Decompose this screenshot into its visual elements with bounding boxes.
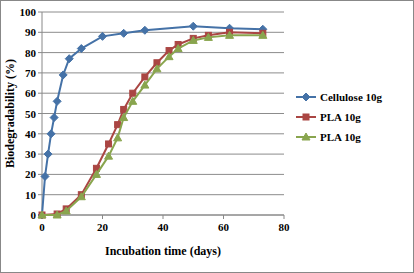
data-point <box>41 172 49 180</box>
data-point <box>115 122 121 128</box>
y-axis <box>42 12 43 215</box>
data-point <box>65 55 73 63</box>
y-tick-label: 90 <box>25 26 37 38</box>
data-point <box>47 130 55 138</box>
grid-line <box>42 154 284 155</box>
data-point <box>130 90 136 96</box>
x-tick-label: 40 <box>158 221 170 233</box>
data-point <box>62 207 70 214</box>
data-point <box>204 33 212 40</box>
data-point <box>38 211 46 219</box>
data-point <box>77 45 85 53</box>
grid-line <box>42 12 284 13</box>
data-point <box>50 114 58 122</box>
x-tick <box>223 215 224 219</box>
data-point <box>39 212 45 218</box>
y-tick <box>38 113 42 114</box>
data-point <box>106 141 112 147</box>
y-tick <box>38 12 42 13</box>
y-tick <box>38 133 42 134</box>
grid-line <box>42 174 284 175</box>
x-tick <box>102 215 103 219</box>
data-point <box>53 211 61 218</box>
y-tick-label: 50 <box>25 108 37 120</box>
series-line <box>42 32 263 215</box>
grid-line <box>42 72 284 73</box>
x-axis <box>42 215 284 216</box>
data-point <box>59 71 67 79</box>
y-tick-label: 20 <box>25 168 37 180</box>
x-tick <box>284 215 285 219</box>
data-point <box>174 45 182 52</box>
x-tick-label: 0 <box>39 221 45 233</box>
series-line <box>42 35 263 215</box>
data-point <box>38 211 46 218</box>
data-point <box>105 152 113 159</box>
y-tick-label: 40 <box>25 128 37 140</box>
grid-line <box>42 93 284 94</box>
chart-border <box>1 1 414 273</box>
data-point <box>44 150 52 158</box>
y-tick <box>38 72 42 73</box>
y-tick-label: 0 <box>31 209 37 221</box>
y-tick-label: 30 <box>25 148 37 160</box>
plot-area <box>38 22 267 219</box>
x-tick-label: 80 <box>279 221 291 233</box>
data-point <box>142 74 148 80</box>
data-point <box>92 170 100 177</box>
data-point <box>114 134 122 141</box>
grid-line <box>42 133 284 134</box>
y-tick <box>38 154 42 155</box>
data-point <box>259 31 267 38</box>
data-point <box>120 114 128 121</box>
x-tick-label: 20 <box>97 221 109 233</box>
y-tick <box>38 194 42 195</box>
grid-line <box>42 215 284 216</box>
data-point <box>99 32 107 40</box>
data-point <box>189 22 197 30</box>
y-tick-label: 10 <box>25 189 37 201</box>
chart: 0 10 20 30 40 50 60 70 80 90 100 0 20 40 60 80 Incubatio… <box>0 0 414 273</box>
y-tick <box>38 32 42 33</box>
legend-marker <box>302 133 310 140</box>
data-point <box>120 29 128 37</box>
grid-line <box>42 113 284 114</box>
data-point <box>165 53 173 60</box>
x-tick-label: 60 <box>218 221 230 233</box>
y-tick-label: 80 <box>25 47 37 59</box>
legend-marker <box>302 93 310 101</box>
legend-label: Cellulose 10g <box>320 91 383 103</box>
y-tick-label: 60 <box>25 87 37 99</box>
data-point <box>141 81 149 88</box>
x-axis-label: Incubation time (days) <box>105 244 221 258</box>
legend-label: PLA 10g <box>320 131 361 143</box>
series-line <box>42 26 263 215</box>
y-tick <box>38 174 42 175</box>
data-point <box>226 31 234 38</box>
data-point <box>129 97 137 104</box>
y-tick-label: 70 <box>25 67 37 79</box>
data-point <box>141 26 149 34</box>
y-tick <box>38 52 42 53</box>
y-tick <box>38 93 42 94</box>
legend: Cellulose 10g PLA 10g PLA 10g <box>296 91 383 143</box>
data-point <box>53 97 61 105</box>
data-point <box>121 106 127 112</box>
legend-marker <box>303 114 309 120</box>
data-point <box>189 36 197 43</box>
y-tick-label: 100 <box>20 6 37 18</box>
x-tick <box>163 215 164 219</box>
legend-label: PLA 10g <box>320 111 361 123</box>
data-point <box>77 193 85 200</box>
data-point <box>153 65 161 72</box>
y-axis-label: Biodegradability (%) <box>3 59 17 168</box>
